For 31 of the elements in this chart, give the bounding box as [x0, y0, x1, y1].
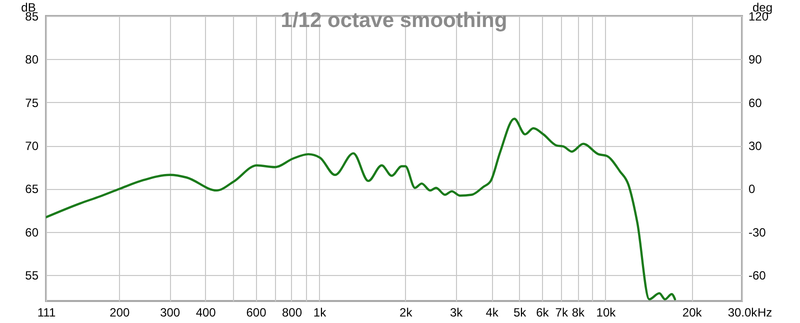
x-tick-label: 7k [555, 306, 569, 320]
y2-tick-label: -60 [748, 268, 766, 283]
y-tick-label: 65 [25, 182, 39, 196]
y-tick-label: 60 [25, 225, 39, 240]
y2-tick-label: -30 [748, 225, 766, 240]
x-tick-label: 111 [37, 306, 56, 320]
chart-title: 1/12 octave smoothing [280, 9, 508, 32]
x-tick-label: 6k [536, 306, 550, 320]
x-tick-label: 2k [400, 306, 414, 320]
x-tick-label: 300 [160, 306, 180, 320]
x-tick-label: 400 [196, 306, 216, 320]
x-tick-label: 4k [486, 306, 500, 320]
y-tick-label: 80 [25, 52, 39, 67]
x-tick-label: 200 [110, 306, 130, 320]
x-tick-label: 30.0k [728, 306, 758, 320]
x-axis-title: Hz [758, 306, 772, 320]
x-tick-label: 800 [282, 306, 302, 320]
y-tick-label: 55 [25, 268, 39, 283]
y2-tick-label: 90 [748, 52, 762, 67]
x-tick-label: 5k [513, 306, 528, 320]
x-tick-label: 600 [246, 306, 267, 320]
y-tick-label: 70 [25, 139, 39, 154]
x-tick-label: 1k [313, 306, 328, 320]
x-tick-label: 8k [572, 306, 586, 320]
y2-tick-label: 60 [748, 96, 762, 110]
y2-tick-label: 0 [748, 182, 756, 196]
y2-tick-label: 30 [748, 139, 762, 154]
y-tick-label: 75 [25, 96, 39, 110]
x-tick-label: 20k [682, 306, 703, 320]
x-tick-label: 10k [596, 306, 617, 320]
x-tick-label: 3k [450, 306, 464, 320]
